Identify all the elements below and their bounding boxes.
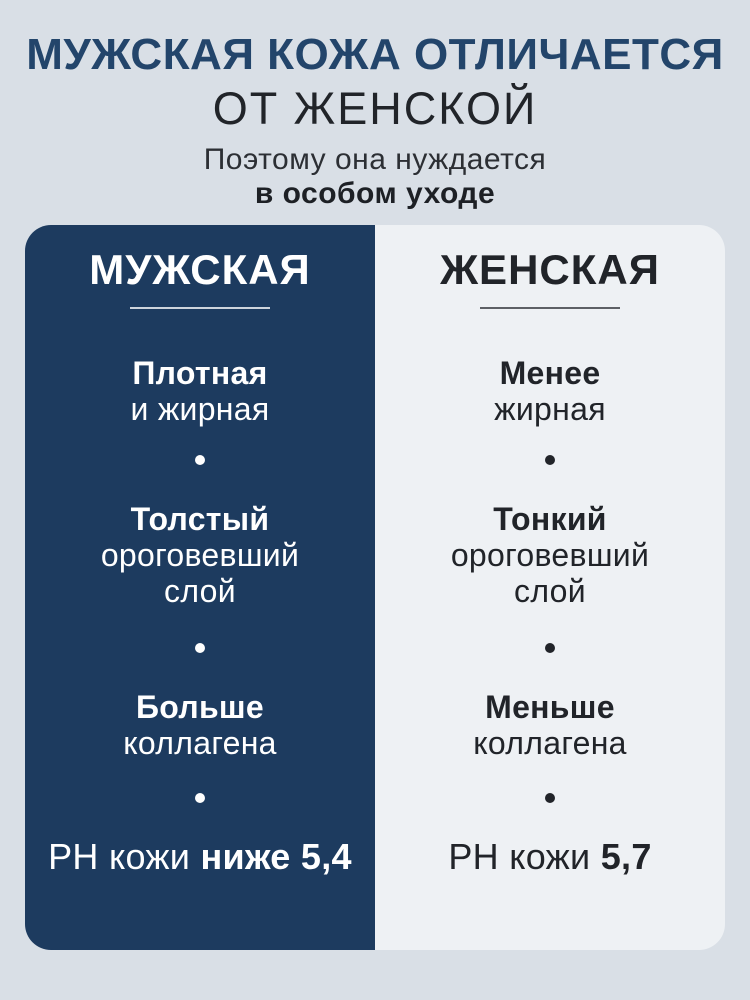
- trait-line: Плотная: [132, 355, 268, 391]
- trait-line: и жирная: [130, 391, 270, 427]
- bullet-dot: [195, 793, 205, 803]
- trait-line: слой: [514, 573, 586, 609]
- trait-line: жирная: [494, 391, 606, 427]
- trait-line: Тонкий: [493, 501, 607, 537]
- header: МУЖСКАЯ КОЖА ОТЛИЧАЕТСЯ ОТ ЖЕНСКОЙ Поэто…: [0, 0, 750, 211]
- trait-line: ороговевший: [100, 537, 300, 573]
- bullet-dot: [545, 643, 555, 653]
- male-trait-stratum: Толстый ороговевший слой: [101, 501, 299, 609]
- male-column-title: МУЖСКАЯ: [89, 246, 311, 293]
- ph-value: 5,7: [600, 836, 652, 877]
- trait-line: слой: [164, 573, 236, 609]
- ph-prefix: PH кожи: [448, 836, 591, 877]
- trait-line: ороговевший: [450, 537, 650, 573]
- main-title-line2: ОТ ЖЕНСКОЙ: [212, 83, 538, 134]
- bullet-dot: [545, 793, 555, 803]
- male-trait-density: Плотная и жирная: [130, 355, 269, 427]
- subtitle-line2: в особом уходе: [254, 177, 496, 210]
- bullet-dot: [195, 455, 205, 465]
- male-ph-line: PH кожи ниже 5,4: [48, 837, 352, 877]
- female-trait-stratum: Тонкий ороговевший слой: [451, 501, 649, 609]
- female-skin-column: ЖЕНСКАЯ Менее жирная Тонкий ороговевший …: [375, 225, 725, 950]
- trait-line: Толстый: [130, 501, 270, 537]
- male-trait-collagen: Больше коллагена: [123, 689, 277, 761]
- bullet-dot: [545, 455, 555, 465]
- trait-line: коллагена: [473, 725, 627, 761]
- female-trait-collagen: Меньше коллагена: [473, 689, 627, 761]
- trait-line: Менее: [499, 355, 601, 391]
- main-title-line1: МУЖСКАЯ КОЖА ОТЛИЧАЕТСЯ: [26, 30, 724, 79]
- comparison-table: МУЖСКАЯ Плотная и жирная Толстый орогове…: [25, 225, 725, 950]
- bullet-dot: [195, 643, 205, 653]
- trait-line: Меньше: [485, 689, 615, 725]
- trait-line: коллагена: [123, 725, 277, 761]
- female-column-title: ЖЕНСКАЯ: [440, 246, 660, 293]
- ph-prefix: PH кожи: [48, 836, 191, 877]
- title-underline: [130, 307, 270, 309]
- ph-value: ниже 5,4: [200, 836, 352, 877]
- female-trait-density: Менее жирная: [494, 355, 606, 427]
- trait-line: Больше: [135, 689, 265, 725]
- female-ph-line: PH кожи 5,7: [448, 837, 651, 877]
- title-underline: [480, 307, 620, 309]
- male-skin-column: МУЖСКАЯ Плотная и жирная Толстый орогове…: [25, 225, 375, 950]
- subtitle-line1: Поэтому она нуждается: [203, 143, 547, 176]
